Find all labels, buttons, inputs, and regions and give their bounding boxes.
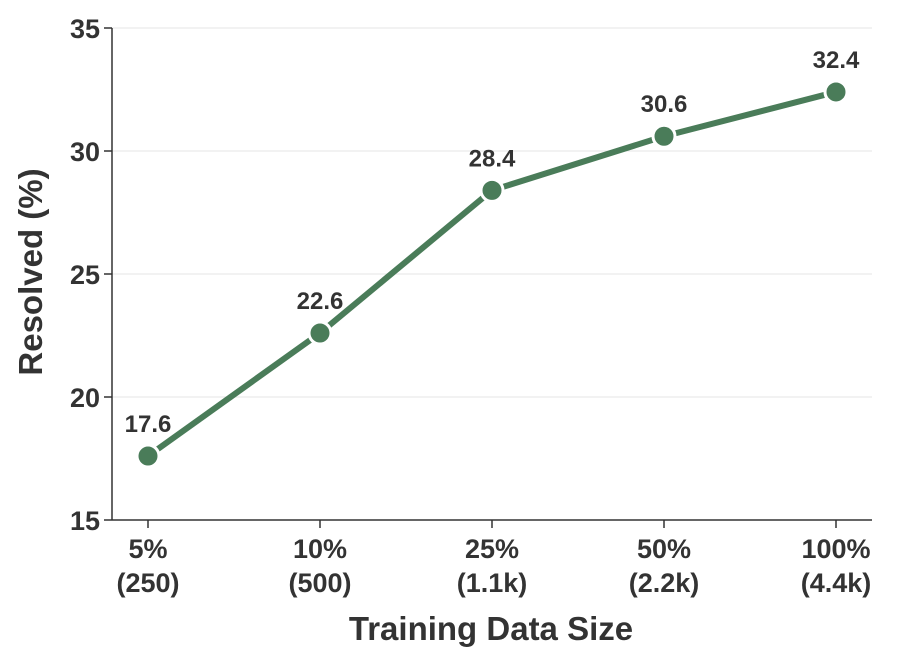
data-point	[651, 123, 677, 149]
data-label: 32.4	[813, 47, 860, 74]
data-label: 30.6	[641, 91, 688, 118]
data-label: 22.6	[297, 288, 344, 315]
x-tick-label: 10% (500)	[288, 534, 351, 598]
axes-layer: 15 20 25 30 35 5% (250) 10% (500) 25% (1.1k) 50% (2.…	[70, 14, 872, 598]
labels-layer: 17.6 22.6 28.4 30.6 32.4	[125, 47, 860, 438]
y-tick-label: 20	[70, 383, 100, 413]
data-label: 28.4	[469, 145, 516, 172]
y-tick-label: 15	[70, 506, 100, 536]
series-layer	[135, 79, 849, 469]
y-axis-title: Resolved (%)	[12, 168, 49, 375]
data-point	[135, 443, 161, 469]
data-point	[307, 320, 333, 346]
y-tick-label: 25	[70, 260, 100, 290]
x-tick-label: 5% (250)	[116, 534, 179, 598]
x-tick-label: 25% (1.1k)	[457, 534, 528, 598]
y-tick-label: 30	[70, 137, 100, 167]
y-tick-label: 35	[70, 14, 100, 44]
x-tick-label: 100% (4.4k)	[801, 534, 872, 598]
x-tick-label: 50% (2.2k)	[629, 534, 700, 598]
data-point	[479, 177, 505, 203]
x-axis-title: Training Data Size	[349, 610, 633, 647]
data-label: 17.6	[125, 411, 172, 438]
data-point	[823, 79, 849, 105]
grid-layer	[112, 27, 872, 398]
